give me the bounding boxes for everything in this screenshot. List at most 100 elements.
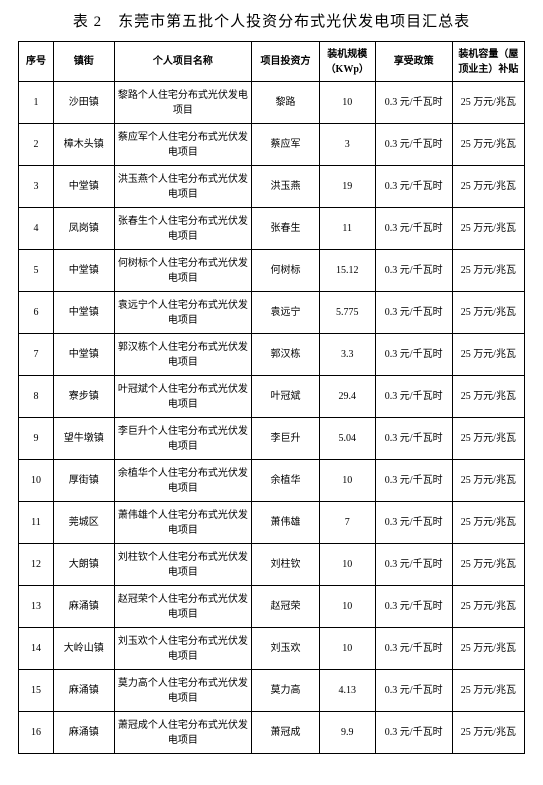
cell-town: 樟木头镇 xyxy=(53,124,114,166)
cell-town: 麻涌镇 xyxy=(53,712,114,754)
cell-seq: 5 xyxy=(19,250,54,292)
cell-town: 中堂镇 xyxy=(53,334,114,376)
cell-town: 中堂镇 xyxy=(53,166,114,208)
cell-policy: 0.3 元/千瓦时 xyxy=(375,586,452,628)
cell-seq: 1 xyxy=(19,82,54,124)
cell-policy: 0.3 元/千瓦时 xyxy=(375,208,452,250)
cell-town: 凤岗镇 xyxy=(53,208,114,250)
cell-subsidy: 25 万元/兆瓦 xyxy=(452,208,524,250)
cell-seq: 15 xyxy=(19,670,54,712)
cell-seq: 9 xyxy=(19,418,54,460)
cell-subsidy: 25 万元/兆瓦 xyxy=(452,586,524,628)
col-header-policy: 享受政策 xyxy=(375,42,452,82)
cell-seq: 2 xyxy=(19,124,54,166)
cell-policy: 0.3 元/千瓦时 xyxy=(375,166,452,208)
cell-subsidy: 25 万元/兆瓦 xyxy=(452,82,524,124)
cell-town: 望牛墩镇 xyxy=(53,418,114,460)
cell-name: 余植华个人住宅分布式光伏发电项目 xyxy=(114,460,252,502)
project-table: 序号 镇街 个人项目名称 项目投资方 装机规模（KWp） 享受政策 装机容量（屋… xyxy=(18,41,525,754)
cell-investor: 蔡应军 xyxy=(252,124,320,166)
cell-name: 袁远宁个人住宅分布式光伏发电项目 xyxy=(114,292,252,334)
cell-seq: 3 xyxy=(19,166,54,208)
cell-policy: 0.3 元/千瓦时 xyxy=(375,460,452,502)
table-row: 4凤岗镇张春生个人住宅分布式光伏发电项目张春生110.3 元/千瓦时25 万元/… xyxy=(19,208,525,250)
cell-seq: 7 xyxy=(19,334,54,376)
cell-investor: 余植华 xyxy=(252,460,320,502)
cell-name: 黎路个人住宅分布式光伏发电项目 xyxy=(114,82,252,124)
cell-town: 大岭山镇 xyxy=(53,628,114,670)
cell-policy: 0.3 元/千瓦时 xyxy=(375,124,452,166)
cell-investor: 李巨升 xyxy=(252,418,320,460)
table-row: 9望牛墩镇李巨升个人住宅分布式光伏发电项目李巨升5.040.3 元/千瓦时25 … xyxy=(19,418,525,460)
cell-investor: 黎路 xyxy=(252,82,320,124)
cell-investor: 袁远宁 xyxy=(252,292,320,334)
cell-name: 赵冠荣个人住宅分布式光伏发电项目 xyxy=(114,586,252,628)
cell-cap: 10 xyxy=(319,628,375,670)
cell-cap: 3.3 xyxy=(319,334,375,376)
cell-subsidy: 25 万元/兆瓦 xyxy=(452,670,524,712)
cell-town: 寮步镇 xyxy=(53,376,114,418)
table-row: 10厚街镇余植华个人住宅分布式光伏发电项目余植华100.3 元/千瓦时25 万元… xyxy=(19,460,525,502)
table-title: 表 2 东莞市第五批个人投资分布式光伏发电项目汇总表 xyxy=(18,10,525,31)
table-row: 2樟木头镇蔡应军个人住宅分布式光伏发电项目蔡应军30.3 元/千瓦时25 万元/… xyxy=(19,124,525,166)
cell-cap: 10 xyxy=(319,586,375,628)
cell-cap: 7 xyxy=(319,502,375,544)
cell-name: 何树标个人住宅分布式光伏发电项目 xyxy=(114,250,252,292)
table-row: 8寮步镇叶冠斌个人住宅分布式光伏发电项目叶冠斌29.40.3 元/千瓦时25 万… xyxy=(19,376,525,418)
cell-policy: 0.3 元/千瓦时 xyxy=(375,418,452,460)
table-row: 14大岭山镇刘玉欢个人住宅分布式光伏发电项目刘玉欢100.3 元/千瓦时25 万… xyxy=(19,628,525,670)
cell-seq: 12 xyxy=(19,544,54,586)
cell-seq: 16 xyxy=(19,712,54,754)
cell-name: 叶冠斌个人住宅分布式光伏发电项目 xyxy=(114,376,252,418)
cell-investor: 张春生 xyxy=(252,208,320,250)
col-header-capacity: 装机规模（KWp） xyxy=(319,42,375,82)
table-row: 6中堂镇袁远宁个人住宅分布式光伏发电项目袁远宁5.7750.3 元/千瓦时25 … xyxy=(19,292,525,334)
cell-cap: 10 xyxy=(319,82,375,124)
table-header-row: 序号 镇街 个人项目名称 项目投资方 装机规模（KWp） 享受政策 装机容量（屋… xyxy=(19,42,525,82)
cell-investor: 莫力高 xyxy=(252,670,320,712)
cell-subsidy: 25 万元/兆瓦 xyxy=(452,334,524,376)
cell-investor: 萧伟雄 xyxy=(252,502,320,544)
cell-name: 萧冠成个人住宅分布式光伏发电项目 xyxy=(114,712,252,754)
col-header-town: 镇街 xyxy=(53,42,114,82)
cell-name: 莫力高个人住宅分布式光伏发电项目 xyxy=(114,670,252,712)
col-header-name: 个人项目名称 xyxy=(114,42,252,82)
table-row: 11莞城区萧伟雄个人住宅分布式光伏发电项目萧伟雄70.3 元/千瓦时25 万元/… xyxy=(19,502,525,544)
cell-town: 中堂镇 xyxy=(53,250,114,292)
table-row: 3中堂镇洪玉燕个人住宅分布式光伏发电项目洪玉燕190.3 元/千瓦时25 万元/… xyxy=(19,166,525,208)
cell-cap: 29.4 xyxy=(319,376,375,418)
table-row: 12大朗镇刘柱钦个人住宅分布式光伏发电项目刘柱钦100.3 元/千瓦时25 万元… xyxy=(19,544,525,586)
cell-cap: 10 xyxy=(319,460,375,502)
cell-subsidy: 25 万元/兆瓦 xyxy=(452,628,524,670)
cell-subsidy: 25 万元/兆瓦 xyxy=(452,544,524,586)
cell-seq: 10 xyxy=(19,460,54,502)
cell-policy: 0.3 元/千瓦时 xyxy=(375,502,452,544)
cell-town: 中堂镇 xyxy=(53,292,114,334)
table-row: 7中堂镇郭汉栋个人住宅分布式光伏发电项目郭汉栋3.30.3 元/千瓦时25 万元… xyxy=(19,334,525,376)
cell-seq: 13 xyxy=(19,586,54,628)
cell-policy: 0.3 元/千瓦时 xyxy=(375,544,452,586)
cell-name: 刘柱钦个人住宅分布式光伏发电项目 xyxy=(114,544,252,586)
cell-investor: 萧冠成 xyxy=(252,712,320,754)
cell-investor: 赵冠荣 xyxy=(252,586,320,628)
cell-name: 萧伟雄个人住宅分布式光伏发电项目 xyxy=(114,502,252,544)
table-row: 5中堂镇何树标个人住宅分布式光伏发电项目何树标15.120.3 元/千瓦时25 … xyxy=(19,250,525,292)
cell-subsidy: 25 万元/兆瓦 xyxy=(452,712,524,754)
table-row: 15麻涌镇莫力高个人住宅分布式光伏发电项目莫力高4.130.3 元/千瓦时25 … xyxy=(19,670,525,712)
cell-investor: 洪玉燕 xyxy=(252,166,320,208)
cell-policy: 0.3 元/千瓦时 xyxy=(375,250,452,292)
cell-seq: 11 xyxy=(19,502,54,544)
table-row: 13麻涌镇赵冠荣个人住宅分布式光伏发电项目赵冠荣100.3 元/千瓦时25 万元… xyxy=(19,586,525,628)
cell-name: 张春生个人住宅分布式光伏发电项目 xyxy=(114,208,252,250)
cell-cap: 5.04 xyxy=(319,418,375,460)
cell-seq: 6 xyxy=(19,292,54,334)
table-row: 1沙田镇黎路个人住宅分布式光伏发电项目黎路100.3 元/千瓦时25 万元/兆瓦 xyxy=(19,82,525,124)
table-row: 16麻涌镇萧冠成个人住宅分布式光伏发电项目萧冠成9.90.3 元/千瓦时25 万… xyxy=(19,712,525,754)
cell-seq: 8 xyxy=(19,376,54,418)
cell-name: 李巨升个人住宅分布式光伏发电项目 xyxy=(114,418,252,460)
cell-cap: 3 xyxy=(319,124,375,166)
cell-policy: 0.3 元/千瓦时 xyxy=(375,82,452,124)
cell-investor: 郭汉栋 xyxy=(252,334,320,376)
cell-seq: 14 xyxy=(19,628,54,670)
cell-investor: 刘柱钦 xyxy=(252,544,320,586)
